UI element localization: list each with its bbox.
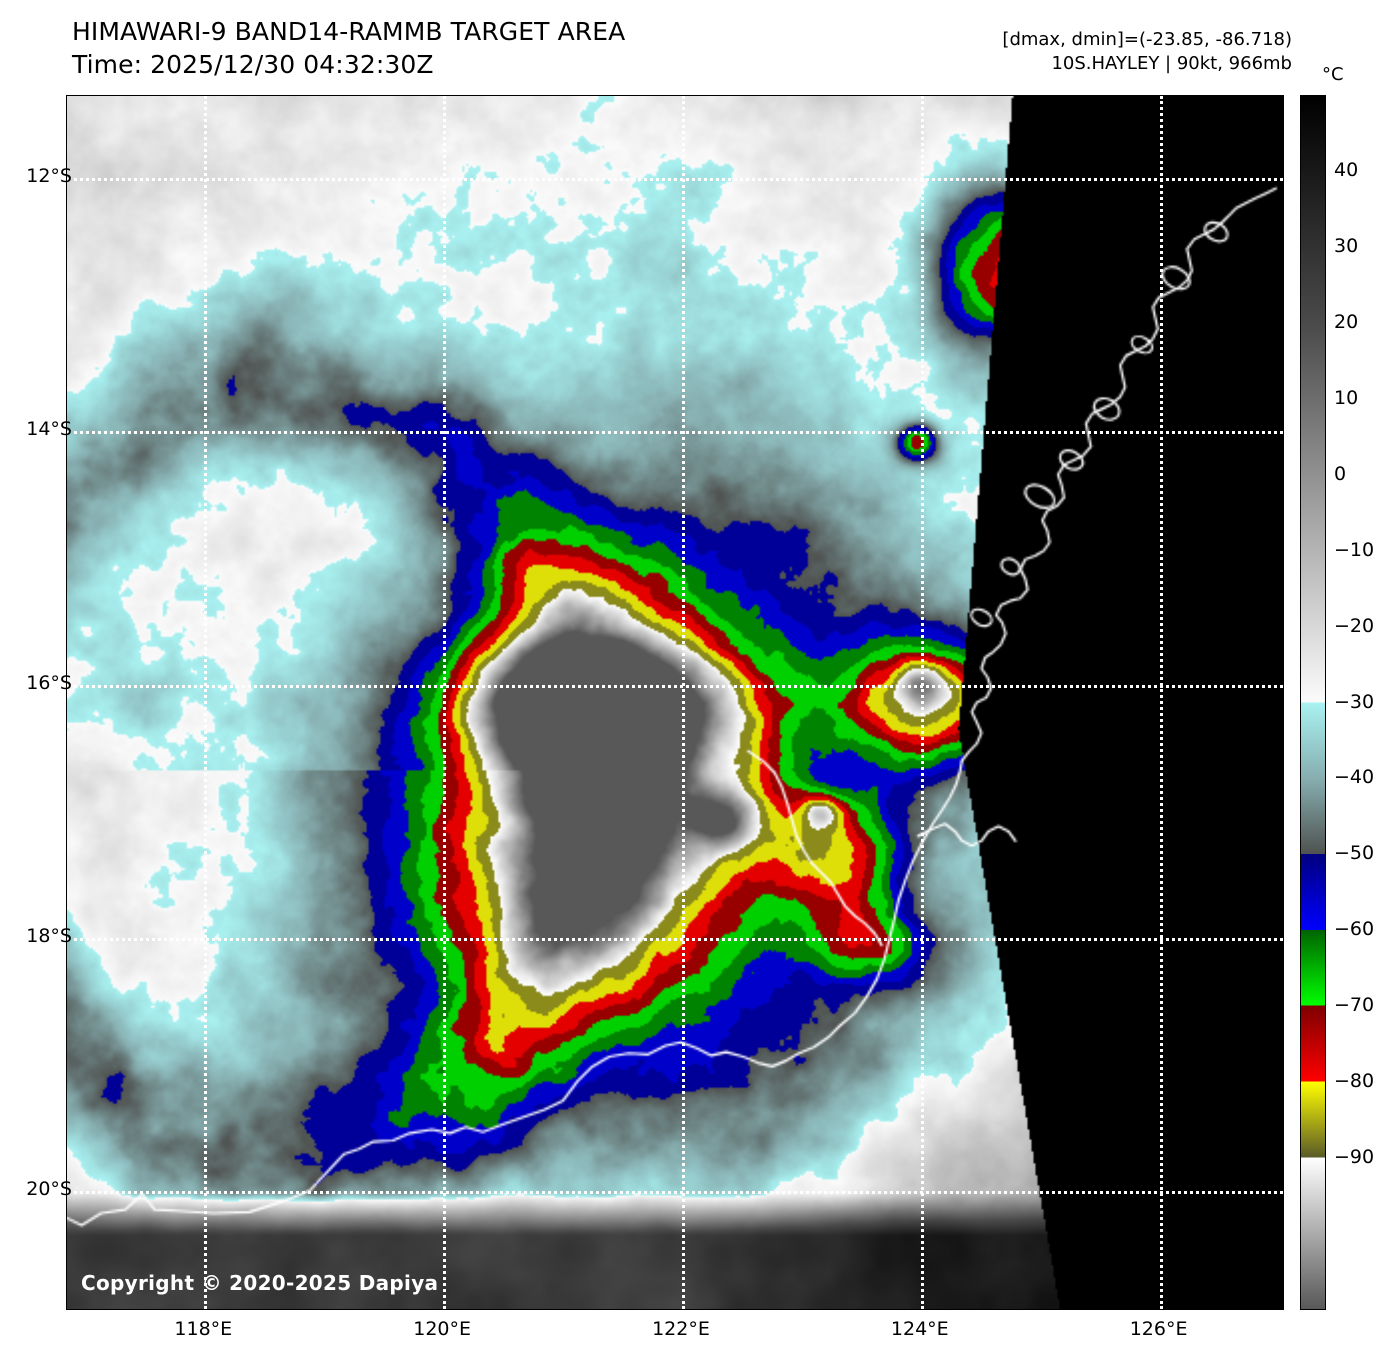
dmax-dmin-readout: [dmax, dmin]=(-23.85, -86.718) xyxy=(1002,29,1292,50)
colorbar-tick-label: 40 xyxy=(1334,158,1359,181)
colorbar-unit-label: °C xyxy=(1322,64,1344,85)
latitude-tick-label: 20°S xyxy=(26,1177,72,1200)
colorbar-tick-label: −20 xyxy=(1334,614,1375,637)
observation-time: Time: 2025/12/30 04:32:30Z xyxy=(72,49,434,79)
colorbar-tick-label: 20 xyxy=(1334,310,1359,333)
copyright-notice: Copyright © 2020-2025 Dapiya xyxy=(81,1271,439,1295)
colorbar-tick-label: −80 xyxy=(1334,1070,1375,1093)
satellite-imagery-canvas xyxy=(67,96,1283,1309)
colorbar-tick-label: −60 xyxy=(1334,918,1375,941)
latitude-tick-label: 18°S xyxy=(26,924,72,947)
longitude-tick-label: 126°E xyxy=(1129,1318,1188,1340)
latitude-tick-label: 14°S xyxy=(26,418,72,441)
colorbar-tick-label: −70 xyxy=(1334,994,1375,1017)
colorbar-tick-label: −10 xyxy=(1334,538,1375,561)
colorbar[interactable] xyxy=(1300,95,1326,1310)
colorbar-tick-label: −40 xyxy=(1334,766,1375,789)
longitude-tick-label: 118°E xyxy=(174,1318,233,1340)
product-title: HIMAWARI-9 BAND14-RAMMB TARGET AREA xyxy=(72,17,626,46)
latitude-tick-label: 12°S xyxy=(26,165,72,188)
colorbar-fill xyxy=(1301,96,1325,1309)
metadata-block: [dmax, dmin]=(-23.85, -86.718) 10S.HAYLE… xyxy=(1002,28,1292,77)
colorbar-tick-label: 0 xyxy=(1334,462,1347,485)
colorbar-tick-label: 10 xyxy=(1334,386,1359,409)
page-title: HIMAWARI-9 BAND14-RAMMB TARGET AREA Time… xyxy=(72,16,625,81)
longitude-tick-label: 120°E xyxy=(413,1318,472,1340)
latitude-tick-label: 16°S xyxy=(26,671,72,694)
storm-info-readout: 10S.HAYLEY | 90kt, 966mb xyxy=(1051,53,1292,75)
colorbar-tick-label: 30 xyxy=(1334,234,1359,257)
colorbar-tick-label: −90 xyxy=(1334,1146,1375,1169)
colorbar-tick-label: −50 xyxy=(1334,842,1375,865)
colorbar-tick-label: −30 xyxy=(1334,690,1375,713)
satellite-image-plot[interactable]: Copyright © 2020-2025 Dapiya xyxy=(66,95,1284,1310)
longitude-tick-label: 124°E xyxy=(890,1318,949,1340)
colorbar-gradient xyxy=(1300,95,1326,1310)
longitude-tick-label: 122°E xyxy=(652,1318,710,1340)
